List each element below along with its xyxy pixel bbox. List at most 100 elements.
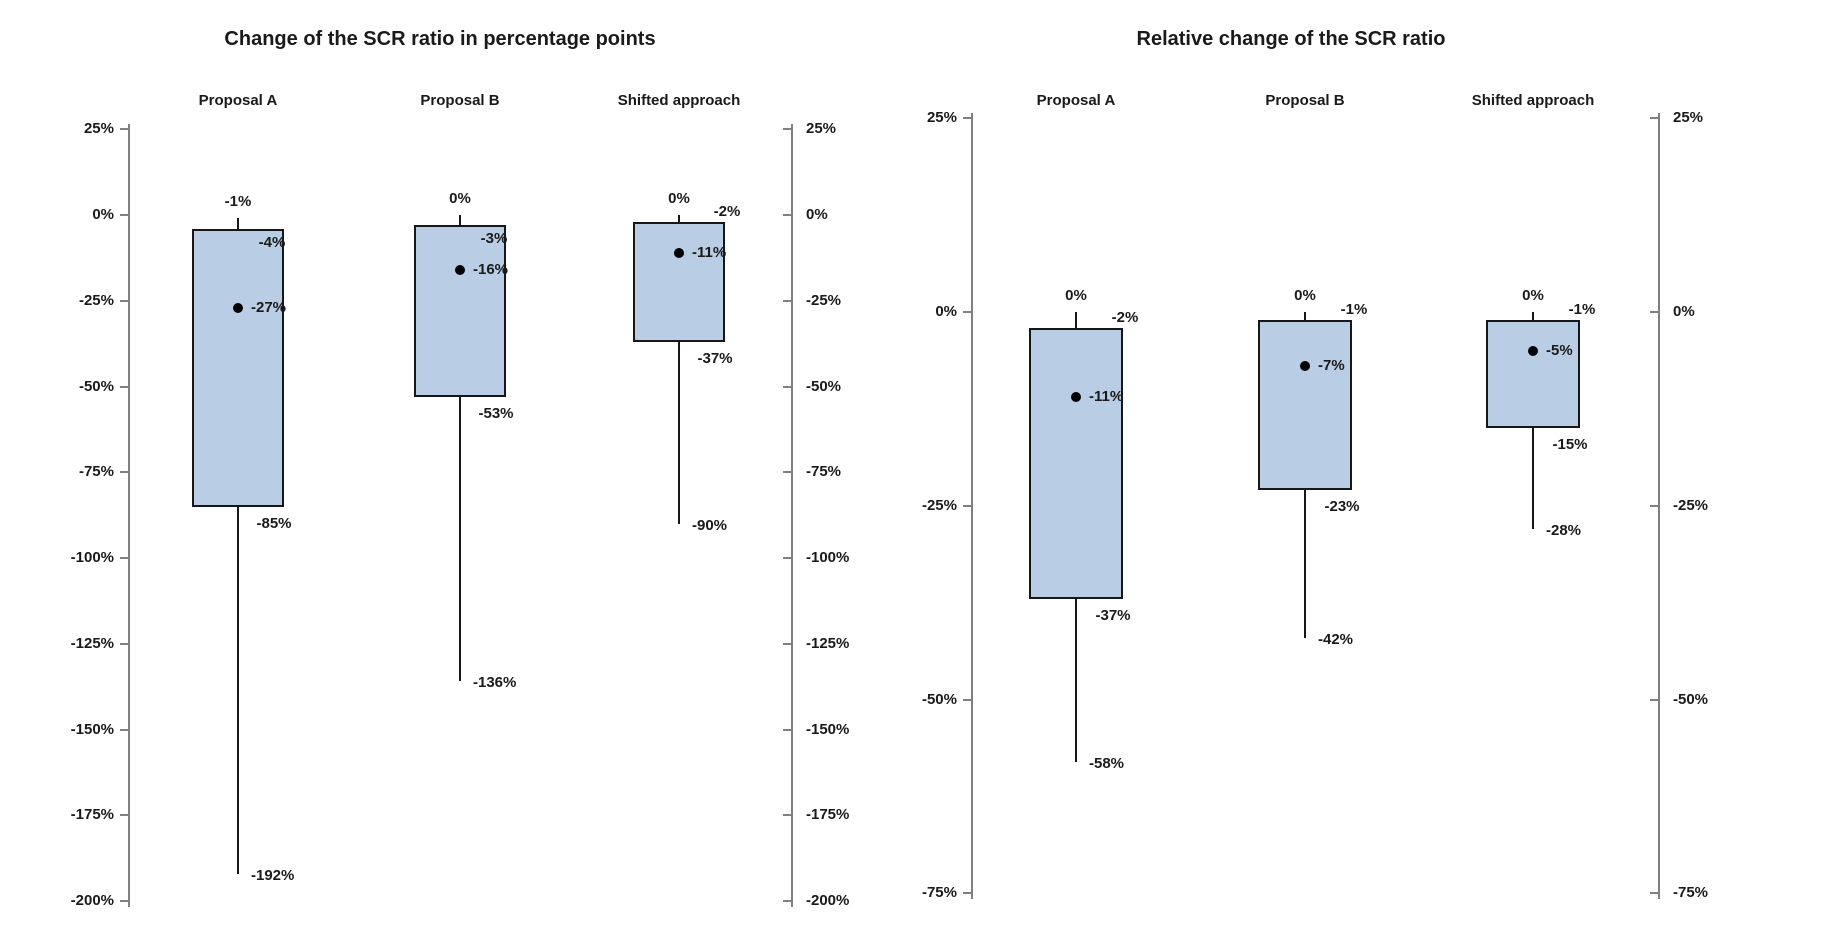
- q1-label: -53%: [478, 404, 514, 422]
- category-header: Proposal A: [198, 92, 278, 109]
- axis-tick: [120, 900, 128, 902]
- mean-label: -11%: [1089, 388, 1124, 406]
- axis-tick-label: -75%: [921, 884, 957, 902]
- axis-tick-label: -75%: [806, 463, 842, 481]
- q3-label: -2%: [713, 202, 741, 220]
- axis-tick: [783, 214, 791, 216]
- axis-tick: [963, 892, 971, 895]
- axis-tick-label: -25%: [921, 496, 957, 514]
- max-label: 0%: [668, 190, 690, 207]
- left-axis-line: [971, 113, 973, 900]
- q1-label: -37%: [1095, 606, 1131, 624]
- max-label: 0%: [1065, 287, 1087, 304]
- axis-tick-label: -50%: [806, 377, 842, 395]
- q3-label: -1%: [1340, 300, 1368, 318]
- max-label: 0%: [1522, 287, 1544, 304]
- whisker-bottom: [1304, 490, 1306, 638]
- axis-tick-label: 0%: [1673, 303, 1695, 320]
- axis-tick-label: -125%: [806, 634, 850, 652]
- mean-label: -5%: [1546, 341, 1573, 359]
- axis-tick-label: 25%: [1673, 109, 1704, 127]
- axis-tick: [783, 728, 791, 731]
- axis-tick: [783, 299, 791, 302]
- axis-tick: [783, 128, 791, 131]
- category-header: Proposal B: [1265, 92, 1345, 109]
- whisker-top: [1304, 312, 1306, 320]
- right-axis-line: [1658, 113, 1660, 900]
- axis-tick: [120, 128, 128, 131]
- whisker-bottom: [1075, 598, 1077, 762]
- category-header: Proposal B: [420, 92, 500, 109]
- box: [1258, 319, 1352, 491]
- whisker-bottom: [459, 396, 461, 682]
- axis-tick-label: 25%: [926, 109, 957, 127]
- box: [1029, 327, 1123, 599]
- min-label: -58%: [1089, 754, 1125, 772]
- axis-tick-label: -25%: [78, 291, 114, 309]
- axis-tick: [1650, 504, 1658, 507]
- axis-tick-label: -25%: [806, 291, 842, 309]
- mean-dot: [1300, 361, 1310, 372]
- whisker-top: [1075, 312, 1077, 328]
- whisker-bottom: [678, 341, 680, 524]
- q3-label: -3%: [480, 230, 508, 248]
- mean-dot: [1528, 345, 1538, 356]
- min-label: -28%: [1546, 522, 1582, 539]
- axis-tick: [1650, 698, 1658, 701]
- axis-tick: [963, 504, 971, 507]
- right-axis-line: [791, 124, 793, 907]
- left-axis-line: [128, 124, 130, 907]
- axis-tick-label: 0%: [806, 206, 828, 223]
- min-label: -192%: [251, 866, 295, 884]
- mean-dot: [233, 302, 243, 313]
- axis-tick-label: -25%: [1673, 496, 1709, 514]
- mean-dot: [1071, 392, 1081, 403]
- axis-tick-label: -50%: [78, 377, 114, 395]
- left-chart-title: Change of the SCR ratio in percentage po…: [224, 28, 656, 50]
- axis-tick: [783, 385, 791, 388]
- max-label: -1%: [224, 193, 252, 211]
- min-label: -90%: [692, 516, 728, 534]
- axis-tick-label: 25%: [83, 120, 114, 138]
- axis-tick: [963, 311, 971, 313]
- axis-tick: [783, 814, 791, 817]
- axis-tick: [783, 642, 791, 645]
- axis-tick-label: -75%: [1673, 884, 1709, 902]
- axis-tick: [783, 557, 791, 559]
- whisker-bottom: [237, 506, 239, 874]
- axis-tick-label: 25%: [806, 120, 837, 138]
- whisker-top: [237, 218, 239, 229]
- q3-label: -4%: [258, 233, 286, 251]
- axis-tick: [120, 557, 128, 559]
- axis-tick-label: 0%: [935, 303, 957, 320]
- axis-tick-label: -100%: [70, 549, 114, 566]
- box: [414, 225, 506, 397]
- q3-label: -1%: [1568, 300, 1596, 318]
- axis-tick: [1650, 117, 1658, 120]
- mean-label: -27%: [251, 298, 287, 316]
- max-label: 0%: [1294, 287, 1316, 304]
- category-header: Proposal A: [1036, 92, 1116, 109]
- q1-label: -23%: [1324, 498, 1360, 516]
- mean-dot: [455, 264, 465, 275]
- axis-tick-label: -175%: [70, 806, 114, 824]
- category-header: Shifted approach: [1471, 92, 1595, 109]
- min-label: -136%: [473, 674, 517, 692]
- whisker-bottom: [1532, 428, 1534, 529]
- axis-tick-label: -100%: [806, 549, 850, 566]
- axis-tick: [783, 900, 791, 902]
- right-chart-title: Relative change of the SCR ratio: [1136, 28, 1446, 50]
- category-header: Shifted approach: [617, 92, 741, 109]
- box: [192, 228, 284, 507]
- mean-label: -11%: [692, 243, 727, 261]
- mean-dot: [674, 247, 684, 258]
- axis-tick: [963, 698, 971, 701]
- box: [633, 221, 725, 342]
- q3-label: -2%: [1111, 308, 1139, 326]
- axis-tick-label: -150%: [806, 720, 850, 738]
- axis-tick-label: -50%: [921, 690, 957, 708]
- axis-tick: [120, 299, 128, 302]
- axis-tick: [120, 214, 128, 216]
- whisker-top: [678, 215, 680, 222]
